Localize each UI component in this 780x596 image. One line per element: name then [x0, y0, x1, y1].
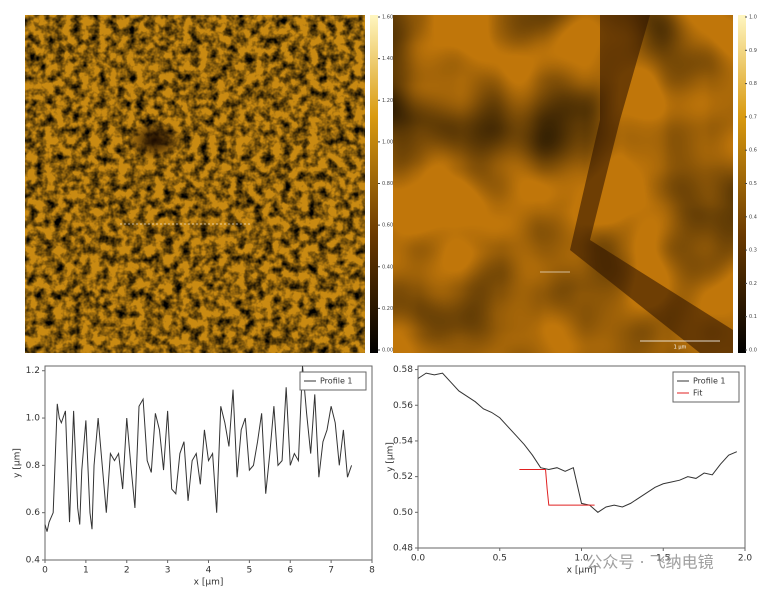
line: [519, 468, 595, 506]
legend-box: [672, 371, 740, 403]
y-tick-label: 1.0: [26, 414, 41, 424]
x-tick-label: 6: [287, 566, 293, 576]
colorbar-tick-label: 0.60: [382, 223, 393, 229]
y-tick-label: 0.48: [393, 544, 413, 554]
x-tick-label: 1.5: [656, 554, 670, 564]
colorbar-tick-label: 0.6: [749, 148, 757, 154]
afm-image-left: [25, 15, 365, 353]
x-tick-label: 7: [328, 566, 334, 576]
colorbar-tick-label: 0.7: [749, 114, 757, 120]
x-tick-label: 0.5: [493, 554, 507, 564]
colorbar-tick-label: 0.5: [749, 181, 757, 187]
colorbar: [738, 15, 746, 353]
y-tick-label: 0.52: [393, 472, 413, 482]
colorbar-tick-label: 1.00: [382, 139, 393, 145]
watermark: 公众号 · 飞纳电镜: [586, 553, 713, 572]
y-tick-label: 0.4: [26, 556, 41, 566]
colorbar-tick-label: 0.80: [382, 181, 393, 187]
y-tick-label: 0.56: [393, 401, 413, 411]
colorbar-tick-label: 1.20: [382, 98, 393, 104]
y-axis-label: y [μm]: [13, 448, 23, 478]
x-tick-label: 1.0: [574, 554, 589, 564]
colorbar-tick-label: 0.3: [749, 248, 757, 254]
colorbar-tick-label: 0.00: [382, 348, 393, 354]
colorbar-tick-label: 0.9: [749, 48, 757, 54]
colorbar-tick-label: 0.1: [749, 314, 757, 320]
colorbar-tick-label: 0.0: [749, 348, 757, 354]
legend-label: Fit: [693, 389, 702, 398]
colorbar-tick-label: 1.0: [749, 15, 757, 21]
x-axis-label: x [μm]: [194, 578, 224, 588]
y-tick-label: 0.6: [26, 508, 41, 518]
x-tick-label: 4: [206, 566, 212, 576]
colorbar-tick-label: 1.60: [382, 15, 393, 21]
y-tick-label: 0.8: [26, 461, 41, 471]
colorbar-tick-label: 0.20: [382, 306, 393, 312]
legend-box: [299, 371, 367, 391]
y-tick-label: 0.58: [393, 365, 413, 375]
x-tick-label: 5: [247, 566, 253, 576]
colorbar-tick-label: 0.4: [749, 214, 757, 220]
legend-label: Profile 1: [693, 377, 726, 386]
x-tick-label: 0: [42, 566, 48, 576]
x-tick-label: 1: [83, 566, 89, 576]
colorbar-tick-label: 1.40: [382, 56, 393, 62]
colorbar-tick-label: 0.8: [749, 81, 757, 87]
x-tick-label: 0.0: [411, 554, 426, 564]
y-tick-label: 0.50: [393, 508, 413, 518]
afm-image-right: [393, 15, 733, 353]
x-tick-label: 3: [165, 566, 171, 576]
colorbar-tick-label: 0.40: [382, 264, 393, 270]
colorbar: [370, 15, 378, 353]
y-tick-label: 1.2: [26, 366, 40, 376]
y-axis-label: y [μm]: [386, 442, 396, 472]
line: [44, 365, 353, 532]
x-tick-label: 2.0: [738, 554, 753, 564]
line: [417, 372, 738, 513]
panel: [0, 358, 385, 592]
colorbar-tick-label: 0.2: [749, 281, 757, 287]
x-axis-label: x [μm]: [567, 566, 597, 576]
legend-label: Profile 1: [320, 377, 353, 386]
x-tick-label: 2: [124, 566, 130, 576]
x-tick-label: 8: [369, 566, 375, 576]
y-tick-label: 0.54: [393, 436, 413, 446]
scale-bar-label: 1 μm: [674, 345, 687, 351]
